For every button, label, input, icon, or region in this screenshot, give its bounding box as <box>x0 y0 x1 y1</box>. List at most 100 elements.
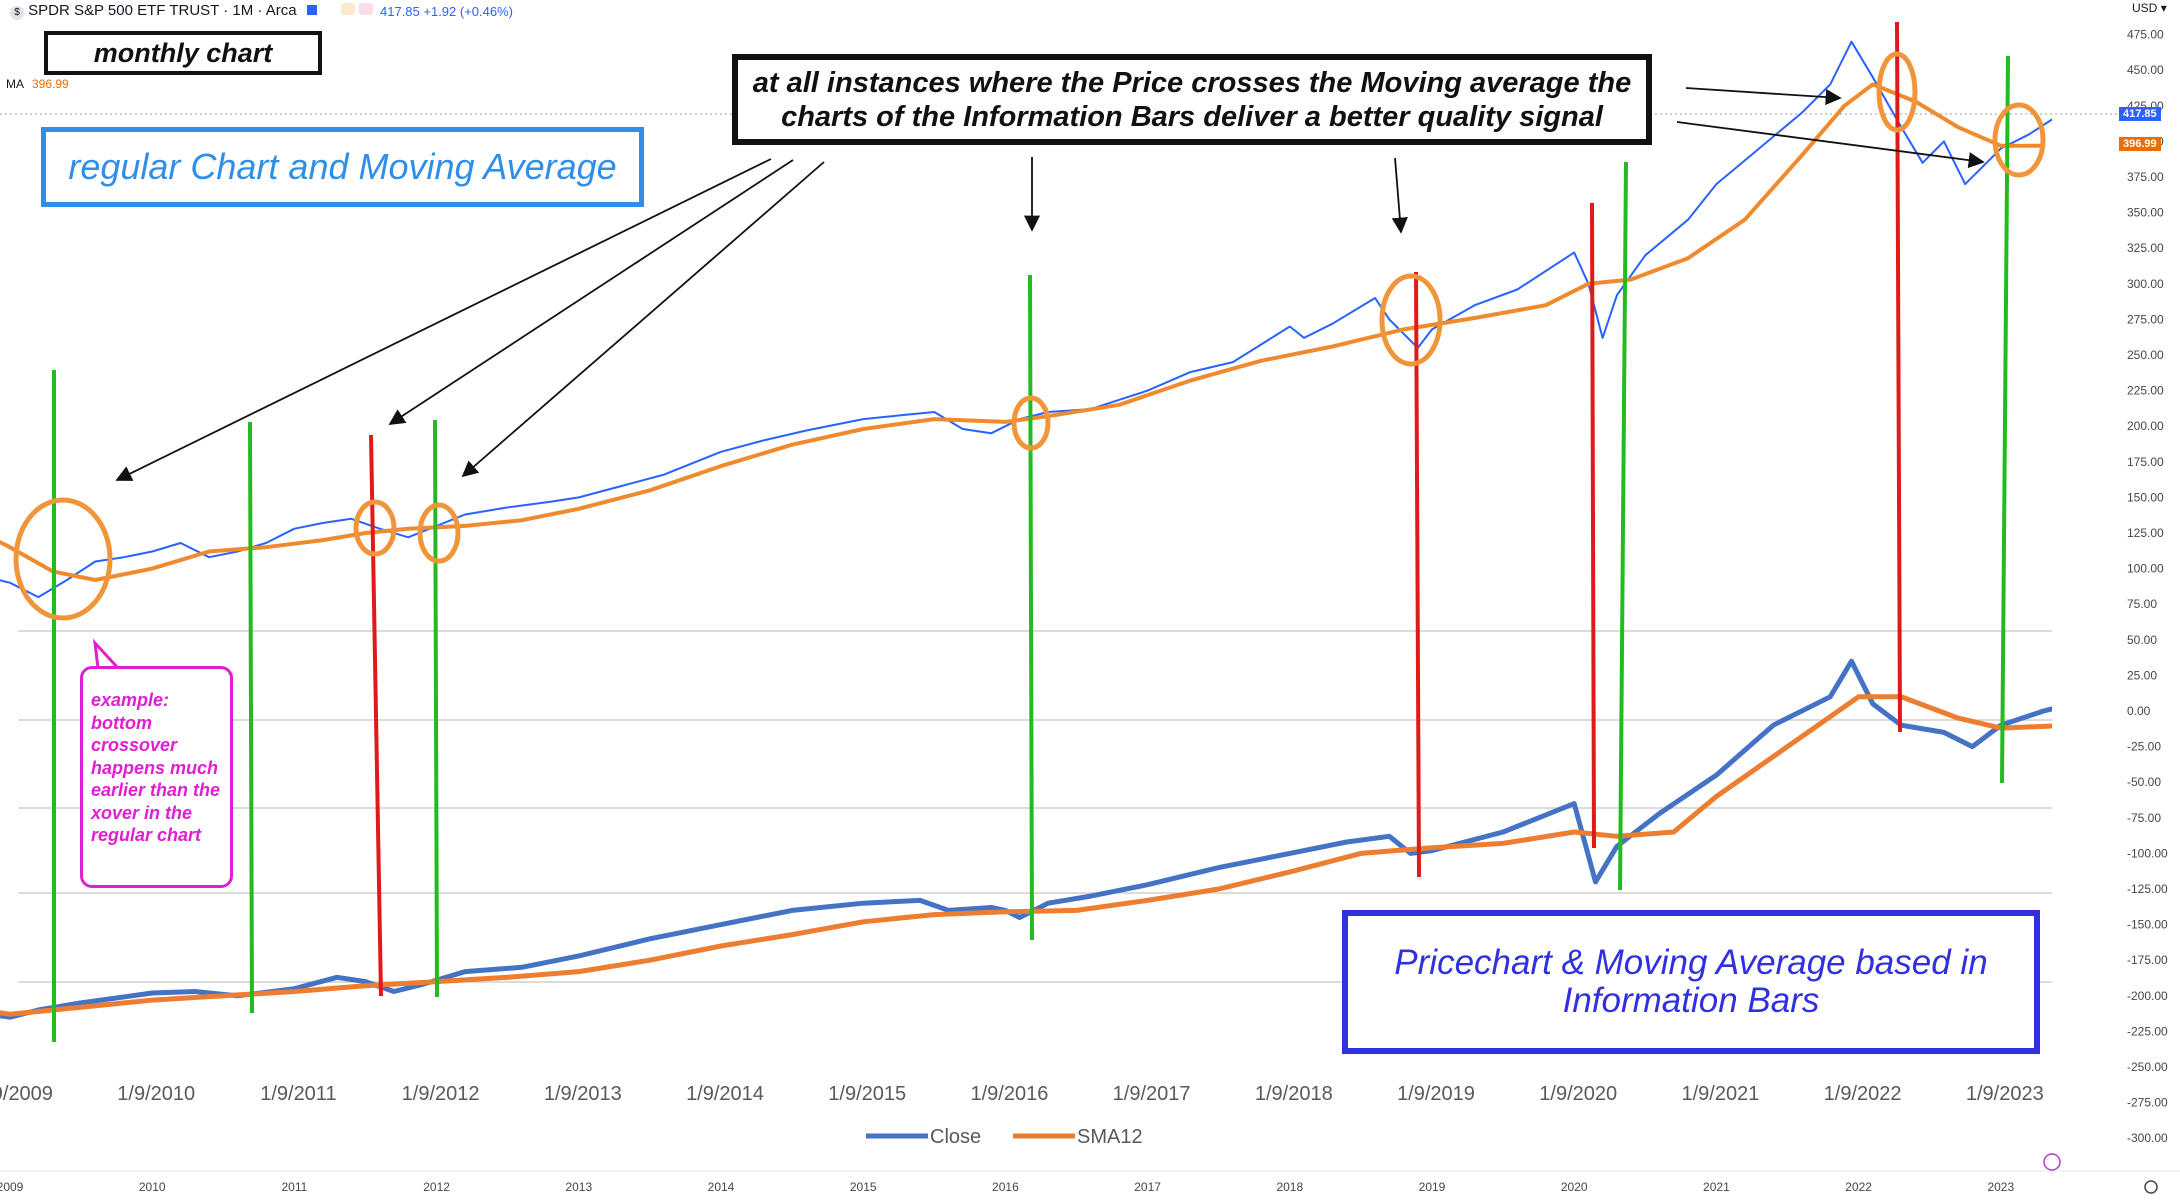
crossover-circle <box>1379 273 1443 367</box>
series-line-sma12 <box>0 694 2052 1017</box>
y-tick-label: 225.00 <box>2127 384 2164 398</box>
annotation-arrow <box>461 161 825 478</box>
annotation-arrow <box>388 159 794 425</box>
y-tick-label: -150.00 <box>2127 918 2168 932</box>
crossover-circle <box>417 502 461 564</box>
information-bars-label: Pricechart & Moving Average based in Inf… <box>1342 910 2040 1054</box>
x-date-label: 1/9/2014 <box>686 1083 764 1105</box>
x-tick-year: 2018 <box>1276 1180 1303 1194</box>
symbol-title: SPDR S&P 500 ETF TRUST · 1M · Arca <box>28 2 297 19</box>
x-date-label: 1/9/2015 <box>828 1083 906 1105</box>
y-tick-label: -300.00 <box>2127 1131 2168 1145</box>
y-tick-label: 350.00 <box>2127 206 2164 220</box>
ma-badge: 396.99 <box>2119 137 2161 151</box>
lower-information-bars-chart <box>0 658 2052 1020</box>
sell-signal-line <box>1590 202 1596 849</box>
x-date-label: 1/9/2012 <box>402 1083 480 1105</box>
x-tick-year: 2022 <box>1845 1180 1872 1194</box>
series-line-ma <box>0 82 2044 582</box>
x-date-label: 1/9/2016 <box>970 1083 1048 1105</box>
x-date-label: 1/9/2021 <box>1681 1083 1759 1105</box>
crossover-circle <box>13 497 113 621</box>
annotation-arrows <box>92 87 1985 670</box>
dollar-icon: $ <box>10 6 24 20</box>
annotation-arrow <box>1391 157 1408 234</box>
buy-signal-line <box>1618 161 1628 891</box>
y-tick-label: 50.00 <box>2127 633 2157 647</box>
y-tick-label: 200.00 <box>2127 419 2164 433</box>
gear-icon[interactable] <box>2144 1180 2158 1194</box>
ma-indicator-label[interactable]: MA <box>6 77 24 91</box>
callout-pointer <box>92 638 122 670</box>
y-tick-label: 125.00 <box>2127 526 2164 540</box>
x-tick-year: 2011 <box>281 1180 307 1194</box>
x-date-label: 1/9/2018 <box>1255 1083 1333 1105</box>
buy-signal-line <box>248 421 254 1014</box>
x-tick-year: 2013 <box>565 1180 592 1194</box>
sell-signal-line <box>1414 271 1421 878</box>
sun-icon[interactable] <box>340 3 355 15</box>
y-tick-label: -75.00 <box>2127 811 2161 825</box>
y-tick-label: 375.00 <box>2127 170 2164 184</box>
crossover-circle <box>353 499 397 557</box>
y-tick-label: 75.00 <box>2127 597 2157 611</box>
monthly-chart-label: monthly chart <box>44 31 322 75</box>
x-date-label: 1/9/2011 <box>260 1083 336 1105</box>
x-tick-year: 2020 <box>1561 1180 1588 1194</box>
chevron-down-icon: ▾ <box>2160 1 2167 15</box>
y-tick-label: 175.00 <box>2127 455 2164 469</box>
crossover-circle <box>1992 102 2046 178</box>
x-tick-year: 2015 <box>850 1180 877 1194</box>
y-tick-label: 275.00 <box>2127 312 2164 326</box>
legend-label-close[interactable]: Close <box>930 1126 981 1148</box>
x-tick-year: 2009 <box>0 1180 24 1194</box>
buy-signal-line <box>433 419 439 998</box>
x-tick-year: 2023 <box>1987 1180 2014 1194</box>
y-tick-label: 150.00 <box>2127 490 2164 504</box>
crossover-circles <box>13 51 2046 621</box>
pattern-icon[interactable] <box>359 3 374 15</box>
sell-signal-line <box>1895 21 1902 733</box>
x-tick-year: 2012 <box>423 1180 450 1194</box>
x-tick-year: 2010 <box>139 1180 166 1194</box>
signal-lines <box>52 21 2010 1042</box>
y-tick-label: -200.00 <box>2127 989 2168 1003</box>
x-date-label: 1/9/2017 <box>1113 1083 1191 1105</box>
x-date-label: 1/9/2022 <box>1824 1083 1902 1105</box>
x-date-label: 1/9/2019 <box>1397 1083 1475 1105</box>
price-badge: 417.85 <box>2119 107 2161 121</box>
annotation-arrow <box>115 158 772 481</box>
y-tick-label: -100.00 <box>2127 846 2168 860</box>
example-callout: example: bottom crossover happens much e… <box>80 666 233 888</box>
quote-text: 417.85 +1.92 (+0.46%) <box>380 4 513 19</box>
x-tick-year: 2021 <box>1703 1180 1730 1194</box>
y-tick-label: 250.00 <box>2127 348 2164 362</box>
x-date-label: 1/9/2009 <box>0 1083 53 1105</box>
legend[interactable]: Close SMA12 <box>866 1126 1143 1148</box>
buy-signal-line <box>1028 274 1034 941</box>
x-tick-year: 2017 <box>1134 1180 1161 1194</box>
y-tick-label: -125.00 <box>2127 882 2168 896</box>
x-date-label: 1/9/2013 <box>544 1083 622 1105</box>
chart-header[interactable]: $ SPDR S&P 500 ETF TRUST · 1M · Arca <box>10 2 374 20</box>
y-tick-label: 0.00 <box>2127 704 2151 718</box>
annotation-arrow <box>1685 87 1842 106</box>
y-tick-label: 325.00 <box>2127 241 2164 255</box>
y-tick-label: -175.00 <box>2127 953 2168 967</box>
y-tick-label: 475.00 <box>2127 28 2164 42</box>
sell-signal-line <box>369 434 383 997</box>
x-date-label: 1/9/2010 <box>117 1083 195 1105</box>
help-icon[interactable] <box>2043 1153 2061 1171</box>
legend-label-sma12[interactable]: SMA12 <box>1077 1126 1143 1148</box>
y-tick-label: 100.00 <box>2127 562 2164 576</box>
y-tick-label: -25.00 <box>2127 740 2161 754</box>
x-tick-year: 2019 <box>1419 1180 1446 1194</box>
y-tick-label: 25.00 <box>2127 668 2157 682</box>
instances-callout: at all instances where the Price crosses… <box>732 54 1652 145</box>
currency-dropdown[interactable]: USD ▾ <box>2132 1 2167 15</box>
y-tick-label: -225.00 <box>2127 1024 2168 1038</box>
x-date-label: 1/9/2020 <box>1539 1083 1617 1105</box>
buy-signal-line <box>2000 55 2010 784</box>
x-date-label: 1/9/2023 <box>1966 1083 2044 1105</box>
